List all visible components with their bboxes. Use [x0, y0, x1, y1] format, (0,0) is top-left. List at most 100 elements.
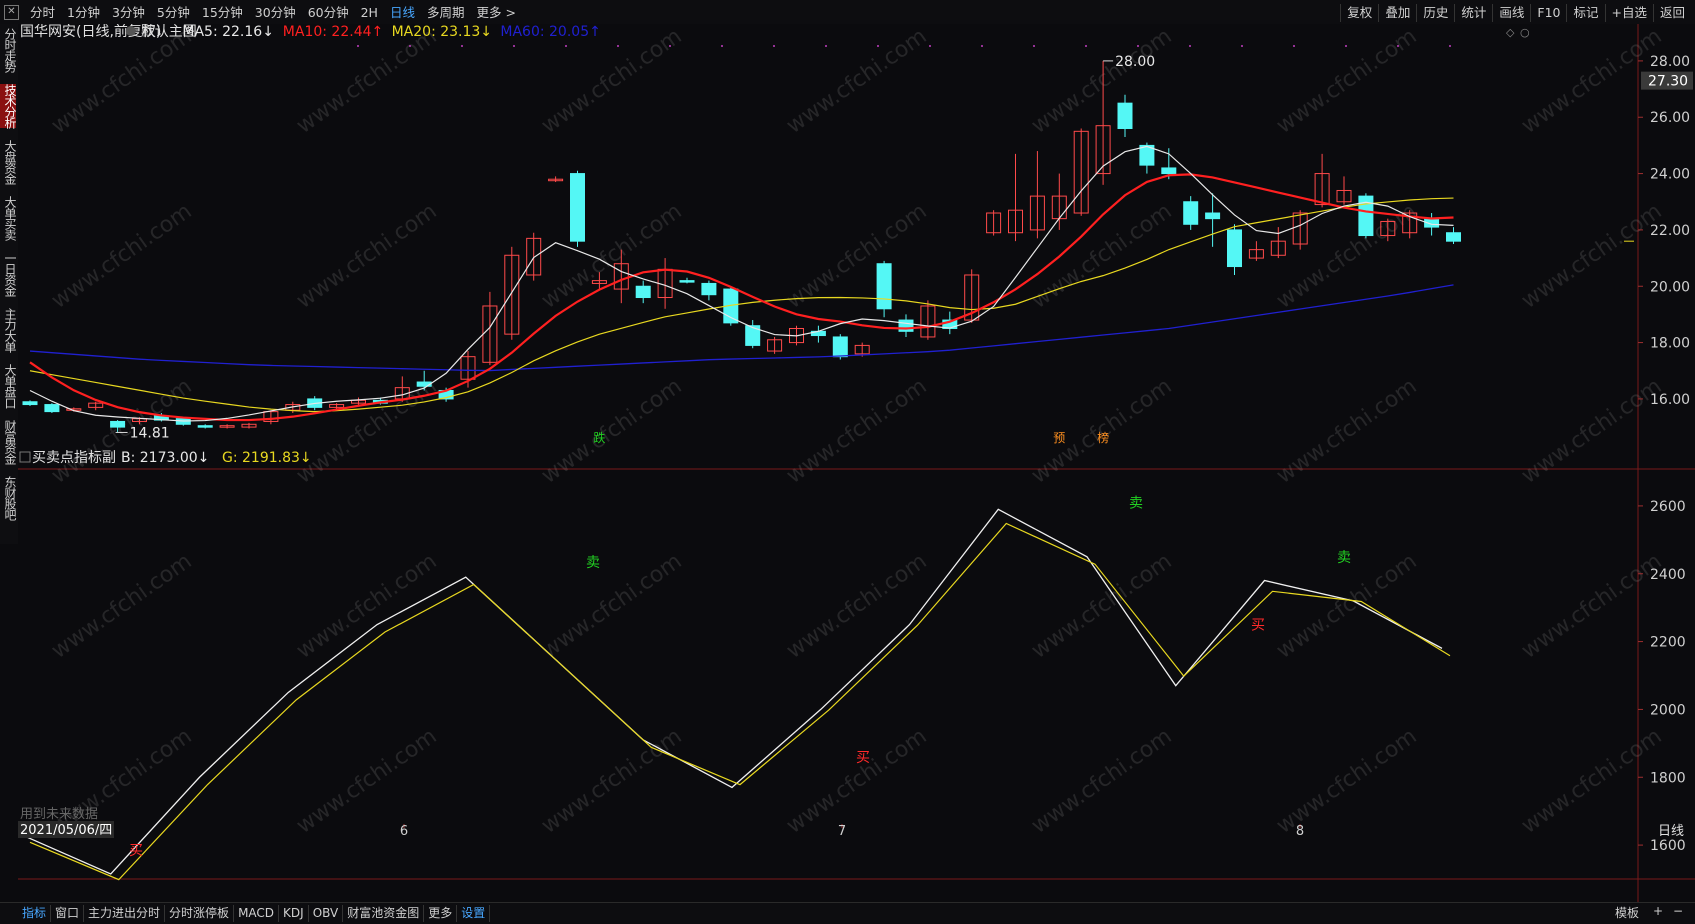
tool-button-7[interactable]: +自选 [1604, 4, 1653, 22]
period-tab-0[interactable]: 分时 [30, 5, 56, 20]
sidebar-tab-6[interactable]: 大单盘口 [3, 364, 17, 408]
indicator-axis-label: 2200 [1650, 635, 1686, 651]
ma10-legend: MA10: 22.44↑ [283, 24, 383, 40]
tool-button-1[interactable]: 叠加 [1378, 4, 1416, 22]
period-tab-5[interactable]: 30分钟 [254, 5, 296, 20]
candle-down [1205, 212, 1221, 220]
bottom-tab-3[interactable]: 分时涨停板 [165, 905, 235, 922]
candle-down [44, 404, 60, 413]
period-tab-3[interactable]: 5分钟 [156, 5, 190, 20]
candle-down [416, 381, 432, 387]
candle-up [263, 411, 279, 422]
candle-up [329, 404, 345, 408]
right-tools: 复权 叠加 历史 统计 画线 F10 标记 +自选 返回 [1340, 4, 1691, 22]
period-tab-9[interactable]: 多周期 [426, 5, 465, 20]
future-data-note: 用到未来数据 [20, 807, 98, 822]
candle-up [504, 254, 520, 335]
sidebar-tab-4[interactable]: 一日资金 [3, 252, 17, 296]
indicator-axis-label: 2600 [1650, 499, 1686, 515]
indicator-axis-label: 1800 [1650, 770, 1686, 786]
top-toolbar: ✕ 分时 1分钟 3分钟 5分钟 15分钟 30分钟 60分钟 2H 日线 多周期 更多 > 复权叠… [0, 0, 1695, 25]
period-tab-4[interactable]: 15分钟 [201, 5, 243, 20]
candle-up [1402, 212, 1418, 234]
expand-icon: ◇ [1506, 26, 1515, 39]
period-tab-6[interactable]: 60分钟 [307, 5, 349, 20]
candle-up [219, 425, 235, 428]
top-dot-marker [981, 45, 983, 47]
tool-button-8[interactable]: 返回 [1652, 4, 1691, 22]
template-button[interactable]: 模板 [1614, 906, 1639, 920]
event-marker-list: 榜 [1097, 430, 1109, 445]
chart-background [18, 24, 1695, 902]
candle-up [526, 237, 542, 276]
top-dot-marker [721, 45, 723, 47]
sidebar-tab-0[interactable]: 分时走势 [3, 28, 17, 72]
candle-down [1161, 167, 1177, 175]
indicator-axis-label: 1600 [1650, 838, 1686, 854]
bottom-tab-0[interactable]: 指标 [18, 905, 52, 922]
bottom-tab-6[interactable]: OBV [309, 905, 344, 922]
left-sidebar: 分时走势技术分析大盘资金大单买卖一日资金主力大单大单盘口财富资金东财股吧 [0, 24, 19, 544]
period-label: 日线 [1658, 824, 1684, 839]
month-label: 8 [1296, 824, 1304, 839]
price-axis-label: 22.00 [1650, 223, 1690, 239]
buy-signal: 买 [856, 750, 870, 766]
sidebar-tab-3[interactable]: 大单买卖 [3, 196, 17, 240]
month-label: 6 [400, 824, 408, 839]
candle-down [1227, 229, 1242, 268]
ma5-legend: MA5: 22.16↓ [182, 24, 274, 40]
candle-down [679, 280, 695, 283]
price-axis-label: 24.00 [1650, 167, 1690, 183]
current-price-box [1641, 71, 1693, 90]
chart-area[interactable]: www.cfchi.com www.cfchi.com www.cfchi.com w… [18, 24, 1695, 902]
sub-legend-g: G: 2191.83↓ [222, 450, 312, 466]
tool-button-3[interactable]: 统计 [1454, 4, 1492, 22]
sidebar-tab-7[interactable]: 财富资金 [3, 420, 17, 464]
candle-up [548, 178, 564, 182]
period-tab-10[interactable]: 更多 > [476, 5, 516, 20]
close-icon[interactable]: ✕ [4, 5, 19, 20]
tool-button-4[interactable]: 画线 [1492, 4, 1530, 22]
tool-button-0[interactable]: 复权 [1340, 4, 1378, 22]
candle-down [701, 282, 717, 296]
bottom-tab-9[interactable]: 设置 [457, 905, 491, 922]
candle-up [1095, 125, 1111, 175]
candle-down [1139, 144, 1155, 166]
candle-up [854, 344, 870, 355]
bottom-tab-8[interactable]: 更多 [424, 905, 458, 922]
cursor-date-label: 2021/05/06/四 [20, 823, 112, 838]
bottom-tab-2[interactable]: 主力进出分时 [84, 905, 166, 922]
period-tab-2[interactable]: 3分钟 [111, 5, 145, 20]
tool-button-5[interactable]: F10 [1530, 4, 1566, 22]
price-axis-label: 26.00 [1650, 110, 1690, 126]
candle-up [1248, 249, 1264, 259]
top-dot-marker [1345, 45, 1347, 47]
month-label: 7 [838, 824, 846, 839]
candle-down [898, 319, 914, 332]
candle-down [1446, 232, 1461, 242]
period-tab-7[interactable]: 2H [360, 5, 378, 20]
low-price-label: 14.81 [130, 425, 170, 441]
candle-down [876, 263, 892, 310]
price-axis-label: 18.00 [1650, 336, 1690, 352]
bottom-tab-5[interactable]: KDJ [279, 905, 309, 922]
event-marker-fall: 跌 [593, 430, 605, 445]
bottom-tab-4[interactable]: MACD [234, 905, 280, 922]
sidebar-tab-2[interactable]: 大盘资金 [3, 140, 17, 184]
candle-up [920, 305, 936, 338]
tool-button-2[interactable]: 历史 [1416, 4, 1454, 22]
bottom-tab-1[interactable]: 窗口 [51, 905, 85, 922]
bottom-tab-7[interactable]: 财富池资金图 [343, 905, 425, 922]
ma20-line [29, 197, 1454, 413]
main-template-label: 默认主图 [141, 24, 197, 40]
sidebar-tab-5[interactable]: 主力大单 [3, 308, 17, 352]
zoom-in-button[interactable]: + [1652, 904, 1663, 918]
top-dot-marker [409, 45, 411, 47]
period-tab-1[interactable]: 1分钟 [67, 5, 100, 20]
zoom-out-button[interactable]: − [1672, 904, 1683, 918]
tool-button-6[interactable]: 标记 [1566, 4, 1604, 22]
top-dot-marker [357, 45, 359, 47]
period-tab-8[interactable]: 日线 [389, 5, 415, 20]
sidebar-tab-8[interactable]: 东财股吧 [3, 476, 17, 520]
sidebar-tab-1[interactable]: 技术分析 [0, 84, 17, 128]
